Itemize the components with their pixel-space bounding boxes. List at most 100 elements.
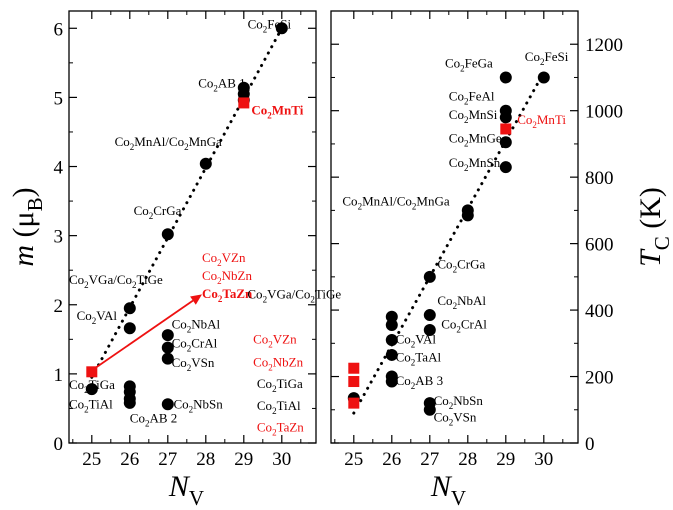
compound-label: Co2TaZn bbox=[202, 286, 253, 304]
arrow-shaft bbox=[91, 299, 194, 372]
compound-label: Co2AB 2 bbox=[130, 410, 177, 428]
x-tick-label: 25 bbox=[82, 449, 101, 470]
compound-label: Co2MnSn bbox=[449, 155, 501, 173]
compound-label: Co2AB 3 bbox=[396, 373, 443, 391]
x-tick-label: 26 bbox=[120, 449, 139, 470]
y-tick-label: 1000 bbox=[585, 102, 623, 123]
x-axis-label: NV bbox=[168, 470, 204, 510]
x-tick-label: 28 bbox=[196, 449, 215, 470]
compound-label: Co2TiGa bbox=[69, 377, 115, 395]
data-point-circle bbox=[199, 157, 212, 170]
compound-label: Co2NbZn bbox=[202, 268, 253, 286]
compound-label: Co2VZn bbox=[253, 331, 297, 349]
compound-label: Co2FeSi bbox=[525, 49, 569, 67]
x-tick-label: 27 bbox=[420, 449, 439, 470]
y-tick-label: 2 bbox=[54, 296, 64, 317]
compound-label: Co2TiAl bbox=[69, 396, 113, 414]
left-panel-magnetic-moment: 25 26 27 28 29 30 0 1 2 3 4 5 6 Co2FeSi Co2AB 1 Co2MnTi… bbox=[7, 10, 317, 510]
x-tick-label: 26 bbox=[382, 449, 401, 470]
data-point-circle bbox=[123, 322, 136, 335]
x-tick-label: 30 bbox=[272, 449, 291, 470]
trend-line-dotted bbox=[90, 26, 284, 379]
compound-label: Co2VSn bbox=[172, 355, 215, 373]
data-point-circle bbox=[423, 403, 436, 416]
compound-label: Co2NbZn bbox=[253, 355, 304, 373]
y-axis-label: TC (K) bbox=[634, 187, 673, 267]
y-tick-label: 800 bbox=[585, 168, 614, 189]
data-point-square bbox=[238, 97, 250, 109]
compound-label: Co2VZn bbox=[202, 250, 246, 268]
compound-label: Co2CrAl bbox=[172, 336, 218, 354]
compound-label: Co2MnSi bbox=[449, 107, 498, 125]
data-point-circle bbox=[161, 341, 174, 354]
y-tick-label: 0 bbox=[585, 434, 595, 455]
compound-label: Co2NbAl bbox=[437, 293, 486, 311]
data-point-circle bbox=[499, 111, 512, 124]
compound-label: Co2CrGa bbox=[134, 203, 182, 221]
data-point-square bbox=[348, 362, 360, 374]
compound-label: Co2VGa/Co2TiGe bbox=[247, 286, 341, 304]
data-point-circle bbox=[385, 375, 398, 388]
compound-label: Co2VAl bbox=[77, 308, 118, 326]
compound-label: Co2NbSn bbox=[434, 393, 484, 411]
y-tick-label: 0 bbox=[54, 434, 64, 455]
data-point-square bbox=[348, 397, 360, 409]
y-tick-label: 1200 bbox=[585, 35, 623, 56]
compound-label: Co2CrGa bbox=[437, 257, 485, 275]
data-point-circle bbox=[161, 329, 174, 342]
y-tick-label: 4 bbox=[54, 158, 64, 179]
x-tick-label: 29 bbox=[234, 449, 253, 470]
data-point-circle bbox=[499, 71, 512, 84]
data-point-circle bbox=[385, 310, 398, 323]
compound-label: Co2TaAl bbox=[396, 350, 442, 368]
data-point-square bbox=[500, 123, 512, 135]
data-point-circle bbox=[385, 319, 398, 332]
compound-label: Co2VGa/Co2TiGe bbox=[69, 272, 163, 290]
plot-frame bbox=[330, 10, 579, 444]
data-point-circle bbox=[161, 352, 174, 365]
x-tick-label: 25 bbox=[344, 449, 363, 470]
data-point-circle bbox=[385, 348, 398, 361]
compound-label: Co2NbAl bbox=[172, 316, 221, 334]
y-tick-label: 6 bbox=[54, 19, 64, 40]
compound-label: Co2FeAl bbox=[449, 89, 495, 107]
data-point-circle bbox=[423, 270, 436, 283]
plot-frame bbox=[68, 10, 317, 444]
right-panel-curie-temperature: 25 26 27 28 29 30 0 200 400 600 800 1000 1200 Co2FeGa… bbox=[247, 10, 673, 510]
data-point-circle bbox=[537, 71, 550, 84]
arrow-head bbox=[190, 294, 202, 305]
data-point-circle bbox=[161, 228, 174, 241]
compound-label: Co2FeSi bbox=[248, 16, 292, 34]
compound-label: Co2MnGe bbox=[449, 130, 502, 148]
compound-label: Co2MnAl/Co2MnGa bbox=[115, 134, 222, 152]
x-axis-label: NV bbox=[430, 470, 466, 510]
data-point-circle bbox=[423, 324, 436, 337]
data-point-square bbox=[348, 376, 360, 388]
compound-label: Co2NbSn bbox=[174, 396, 224, 414]
compound-label: Co2FeGa bbox=[445, 55, 493, 73]
compound-label: Co2MnTi bbox=[517, 112, 566, 130]
data-point-circle bbox=[385, 333, 398, 346]
x-tick-label: 30 bbox=[534, 449, 553, 470]
compound-label: Co2VSn bbox=[434, 409, 477, 427]
data-point-circle bbox=[123, 396, 136, 409]
x-tick-label: 27 bbox=[158, 449, 177, 470]
compound-label: Co2AB 1 bbox=[198, 76, 245, 94]
trend-line-dotted bbox=[352, 70, 546, 415]
compound-label: Co2TiGa bbox=[257, 376, 303, 394]
y-tick-label: 400 bbox=[585, 301, 614, 322]
y-tick-label: 3 bbox=[54, 227, 64, 248]
y-tick-label: 5 bbox=[54, 88, 64, 109]
compound-label: Co2TiAl bbox=[257, 398, 301, 416]
y-tick-label: 200 bbox=[585, 368, 614, 389]
compound-label: Co2MnAl/Co2MnGa bbox=[342, 193, 449, 211]
data-point-circle bbox=[423, 309, 436, 322]
data-point-circle bbox=[85, 383, 98, 396]
compound-label: Co2MnTi bbox=[251, 103, 303, 121]
data-point-circle bbox=[161, 398, 174, 411]
data-point-square bbox=[86, 366, 98, 378]
y-tick-label: 1 bbox=[54, 365, 64, 386]
x-tick-label: 29 bbox=[496, 449, 515, 470]
x-tick-label: 28 bbox=[458, 449, 477, 470]
